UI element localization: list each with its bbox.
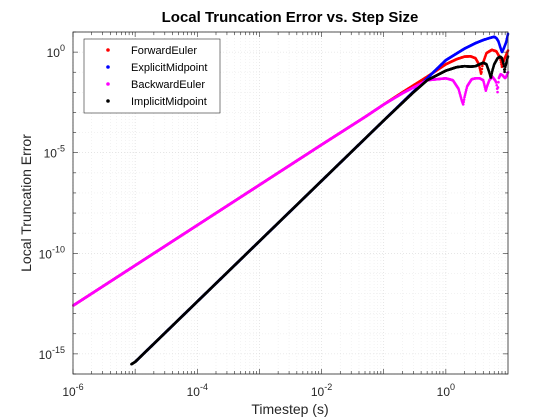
data-point bbox=[480, 70, 483, 74]
data-point bbox=[480, 67, 484, 71]
legend: ForwardEuler ExplicitMidpoint BackwardEule… bbox=[83, 38, 221, 114]
x-axis-label: Timestep (s) bbox=[251, 401, 328, 417]
chart-title: Local Truncation Error vs. Step Size bbox=[162, 9, 419, 26]
y-tick-label: 10-5 bbox=[44, 144, 65, 161]
legend-marker bbox=[106, 65, 110, 69]
data-point bbox=[497, 80, 500, 84]
data-point bbox=[496, 86, 500, 89]
legend-label: ForwardEuler bbox=[131, 45, 197, 57]
data-point bbox=[503, 70, 506, 74]
tick-layer: 10-6 10-4 10-2 100 100 10-5 10-10 10-15 bbox=[39, 31, 508, 399]
data-point bbox=[489, 76, 493, 79]
legend-marker bbox=[106, 82, 110, 86]
data-point bbox=[490, 74, 493, 77]
data-point bbox=[503, 68, 507, 71]
legend-marker bbox=[106, 99, 110, 103]
y-tick-label: 10-10 bbox=[39, 244, 65, 261]
x-tick-label: 10-2 bbox=[311, 382, 332, 399]
x-tick-label: 10-4 bbox=[187, 382, 208, 399]
legend-label: ExplicitMidpoint bbox=[131, 62, 207, 74]
data-point bbox=[494, 81, 498, 84]
data-point bbox=[462, 100, 465, 104]
legend-label: ImplicitMidpoint bbox=[131, 96, 207, 108]
legend-label: BackwardEuler bbox=[131, 79, 205, 91]
x-tick-label: 10-6 bbox=[62, 382, 83, 399]
data-point bbox=[461, 103, 465, 106]
x-tick-label: 100 bbox=[437, 382, 455, 399]
data-point bbox=[462, 98, 466, 101]
data-layer bbox=[72, 32, 510, 366]
data-point bbox=[502, 62, 505, 66]
series-ImplicitMidpoint bbox=[130, 55, 510, 366]
plot-frame bbox=[72, 31, 509, 375]
y-tick-label: 10-15 bbox=[39, 345, 65, 362]
y-tick-label: 100 bbox=[47, 43, 65, 60]
data-point bbox=[496, 90, 499, 94]
data-point bbox=[481, 64, 484, 68]
legend-marker bbox=[106, 48, 110, 52]
data-point bbox=[495, 83, 498, 87]
data-point bbox=[490, 72, 494, 75]
y-axis-label: Local Truncation Error bbox=[18, 134, 34, 272]
